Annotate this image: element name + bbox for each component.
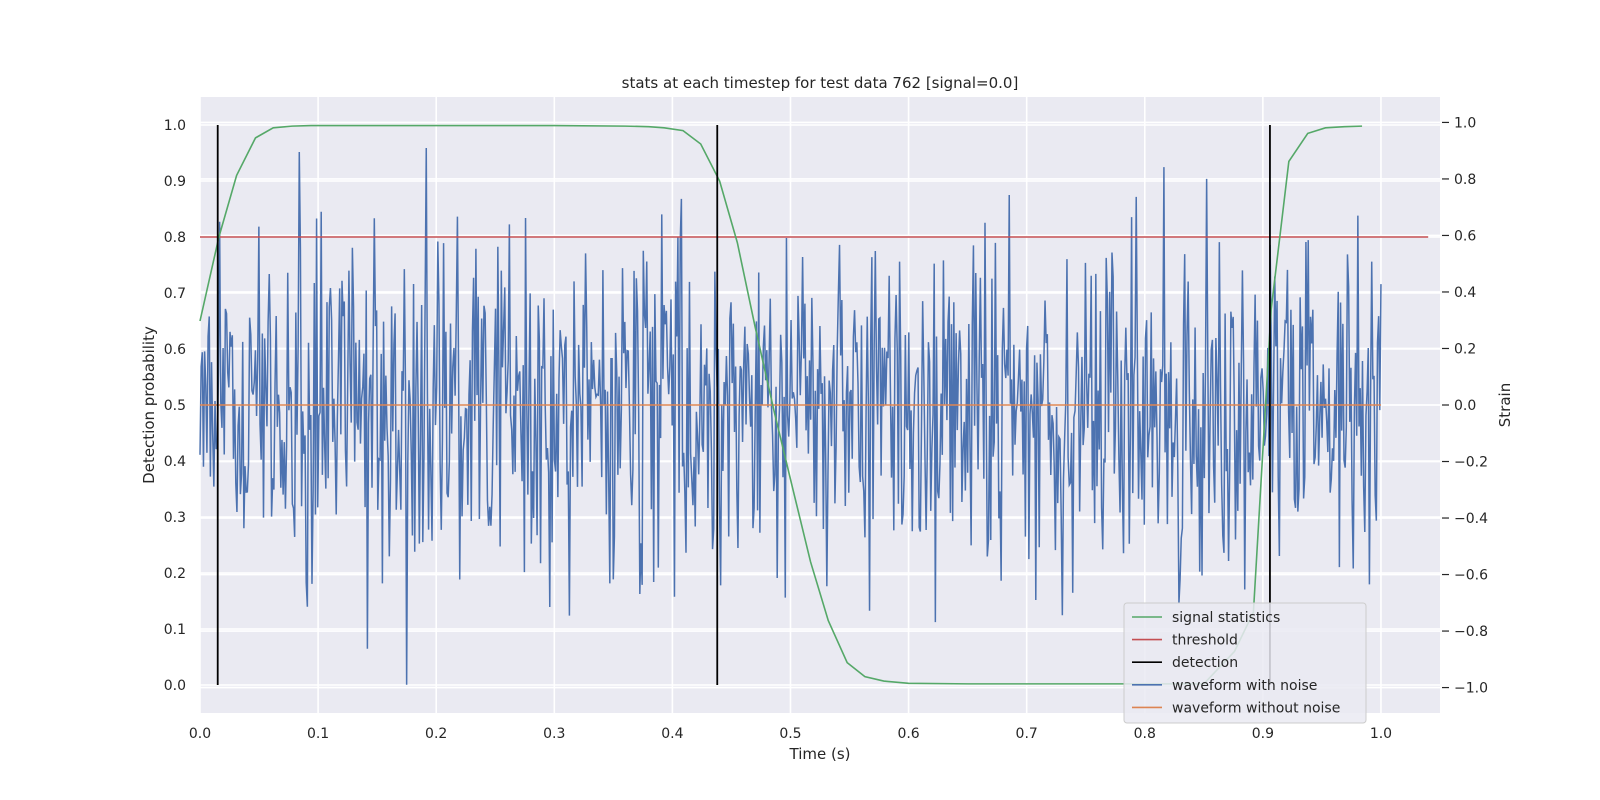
right-y-tick-label: 0.2 [1454, 341, 1476, 357]
right-y-axis-label: Strain [1496, 383, 1514, 427]
x-tick-label: 0.6 [897, 726, 919, 742]
x-tick-label: 0.8 [1134, 726, 1156, 742]
x-tick-label: 0.3 [543, 726, 565, 742]
y-tick-label: 0.1 [164, 622, 186, 638]
right-y-tick-label: 0.6 [1454, 228, 1476, 244]
legend-label: waveform without noise [1172, 700, 1340, 716]
legend-box [1123, 602, 1367, 724]
y-tick-label: 0.3 [164, 510, 186, 526]
x-tick-label: 0.4 [661, 726, 683, 742]
right-y-tick-label: −0.2 [1454, 455, 1488, 471]
y-tick-label: 0.0 [164, 678, 186, 694]
legend-label: signal statistics [1172, 610, 1280, 626]
legend: signal statistics threshold detection wavef… [1123, 602, 1367, 724]
y-tick-label: 0.5 [164, 398, 186, 414]
y-tick-label: 0.7 [164, 286, 186, 302]
x-tick-label: 0.9 [1252, 726, 1274, 742]
right-y-tick-label: −0.8 [1454, 624, 1488, 640]
right-y-tick-label: 1.0 [1454, 115, 1476, 131]
y-tick-label: 0.2 [164, 566, 186, 582]
y-tick-label: 0.9 [164, 174, 186, 190]
y-tick-label: 1.0 [164, 118, 186, 134]
y-tick-label: 0.8 [164, 230, 186, 246]
right-y-tick-label: −1.0 [1454, 681, 1488, 697]
right-y-tick-label: 0.0 [1454, 398, 1476, 414]
right-y-tick-label: −0.6 [1454, 568, 1488, 584]
x-axis-label: Time (s) [789, 745, 851, 763]
x-tick-label: 0.5 [779, 726, 801, 742]
y-tick-label: 0.6 [164, 342, 186, 358]
chart-title: stats at each timestep for test data 762… [622, 74, 1019, 92]
x-tick-label: 0.7 [1016, 726, 1038, 742]
x-tick-label: 0.2 [425, 726, 447, 742]
waveform-with-noise-line [199, 148, 1382, 685]
legend-label: threshold [1172, 633, 1238, 649]
axes: 0.0 0.1 0.2 0.3 0.4 0.5 0.6 0.7 0.8 0.9 1.0 0.0 0.1 0… [164, 115, 1488, 742]
x-tick-label: 1.0 [1370, 726, 1392, 742]
x-tick-label: 0.1 [307, 726, 329, 742]
right-y-tick-label: 0.4 [1454, 285, 1476, 301]
y-tick-label: 0.4 [164, 454, 186, 470]
x-tick-label: 0.0 [189, 726, 211, 742]
legend-label: waveform with noise [1172, 678, 1317, 694]
y-axis-label: Detection probability [140, 326, 158, 484]
right-y-tick-label: −0.4 [1454, 511, 1488, 527]
right-y-tick-label: 0.8 [1454, 172, 1476, 188]
legend-label: detection [1172, 655, 1238, 671]
